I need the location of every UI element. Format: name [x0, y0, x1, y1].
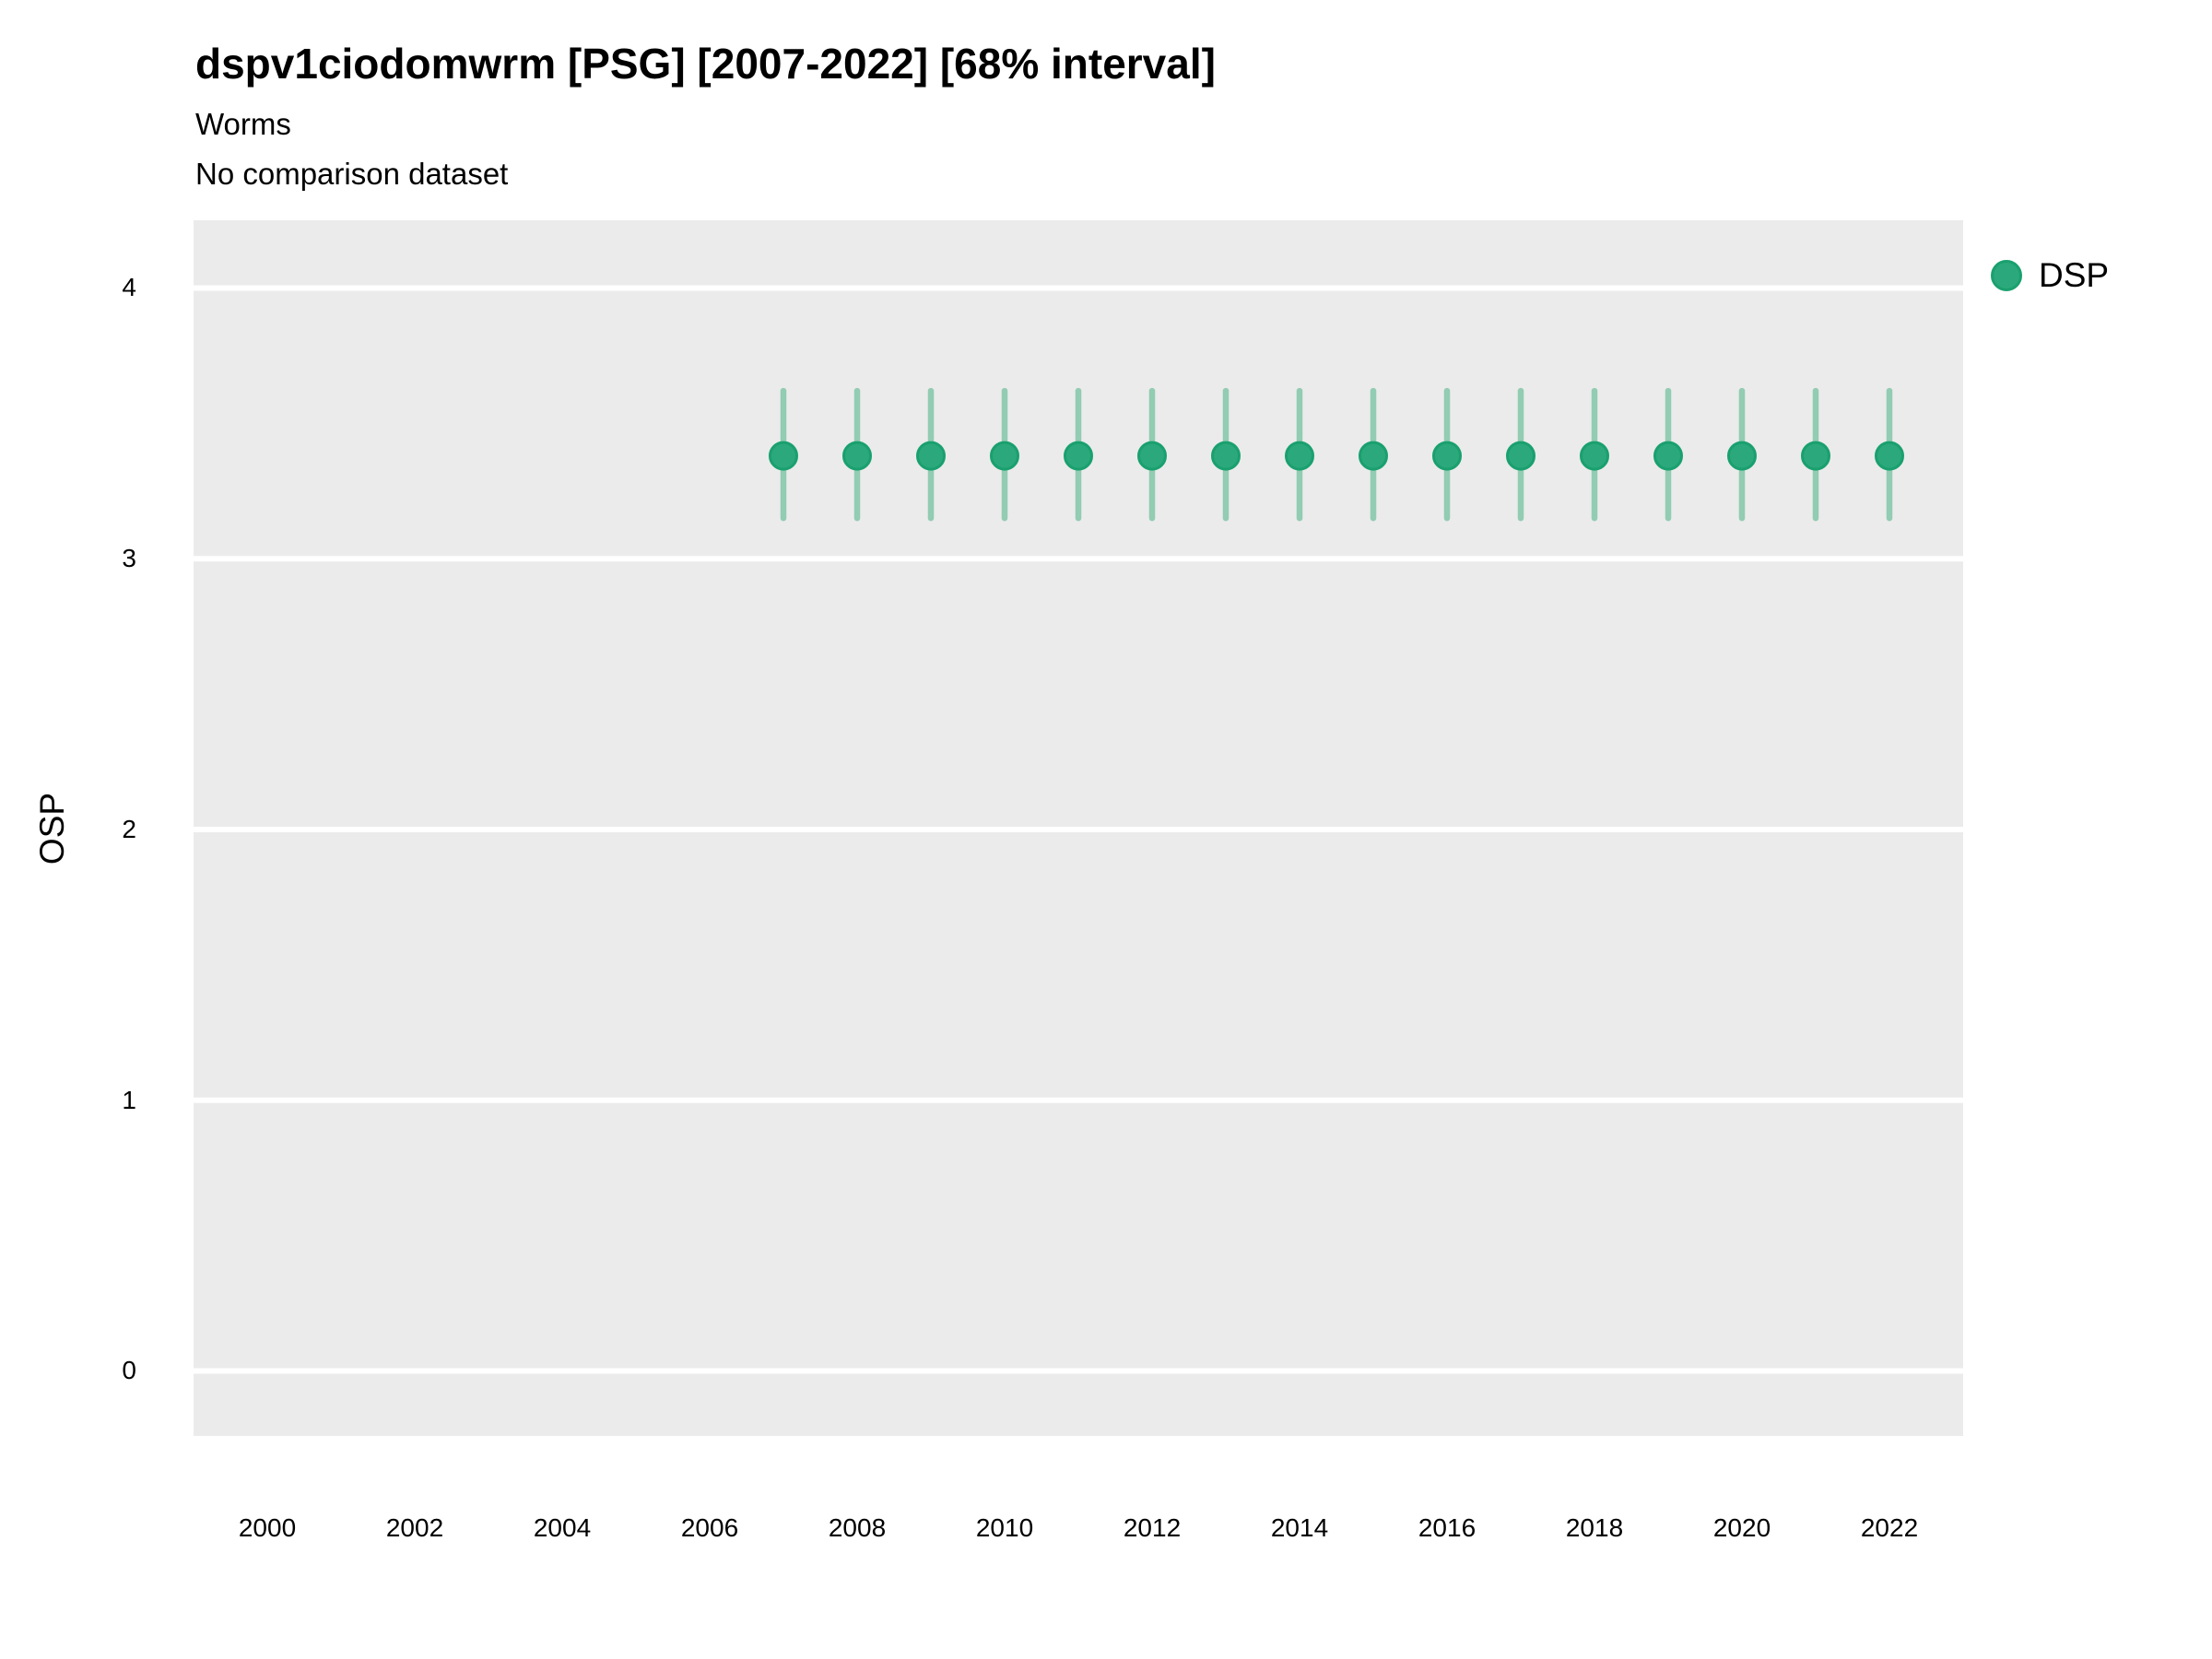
data-point-2017: [1506, 441, 1535, 471]
y-tick-label-2: 2: [122, 814, 136, 843]
y-tick-label-4: 4: [122, 273, 136, 302]
plot-area: [194, 285, 1963, 1374]
y-tick-label-3: 3: [122, 544, 136, 573]
data-point-2011: [1064, 441, 1093, 471]
data-point-2013: [1211, 441, 1241, 471]
data-point-2014: [1285, 441, 1314, 471]
x-tick-label-2008: 2008: [828, 1513, 887, 1542]
comparison-note: No comparison dataset: [195, 157, 509, 191]
x-tick-label-2020: 2020: [1712, 1513, 1771, 1542]
data-point-2008: [842, 441, 872, 471]
plot-panel: [194, 220, 1963, 1436]
data-point-2022: [1875, 441, 1904, 471]
data-point-2007: [769, 441, 798, 471]
data-point-2016: [1432, 441, 1462, 471]
data-point-2019: [1653, 441, 1683, 471]
data-point-2021: [1801, 441, 1830, 471]
data-point-2012: [1137, 441, 1167, 471]
data-point-2015: [1359, 441, 1388, 471]
x-tick-label-2000: 2000: [238, 1513, 297, 1542]
x-tick-label-2006: 2006: [680, 1513, 739, 1542]
legend-dsp-label: DSP: [2039, 256, 2110, 294]
legend: DSP: [1991, 256, 2109, 295]
data-point-2018: [1580, 441, 1609, 471]
x-tick-label-2014: 2014: [1270, 1513, 1329, 1542]
x-tick-label-2002: 2002: [385, 1513, 444, 1542]
chart-subtitle: Worms: [195, 107, 291, 141]
x-tick-label-2010: 2010: [975, 1513, 1034, 1542]
x-tick-label-2012: 2012: [1123, 1513, 1182, 1542]
x-tick-label-2016: 2016: [1418, 1513, 1477, 1542]
chart-title: dspv1ciodomwrm [PSG] [2007-2022] [68% in…: [195, 40, 1216, 88]
data-point-2009: [916, 441, 946, 471]
legend-dsp-circle-icon: [1991, 260, 2022, 291]
y-tick-label-1: 1: [122, 1085, 136, 1114]
data-point-2020: [1727, 441, 1757, 471]
data-point-2010: [990, 441, 1019, 471]
x-tick-label-2004: 2004: [533, 1513, 592, 1542]
x-tick-label-2018: 2018: [1565, 1513, 1624, 1542]
y-tick-label-0: 0: [122, 1356, 136, 1385]
x-tick-label-2022: 2022: [1860, 1513, 1919, 1542]
